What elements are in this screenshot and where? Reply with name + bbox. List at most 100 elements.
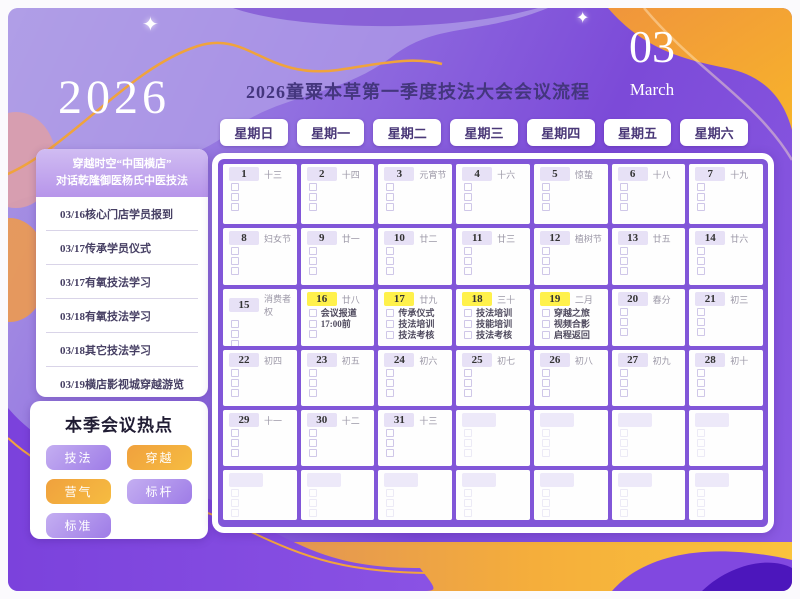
checkbox[interactable] xyxy=(231,193,239,201)
calendar-cell[interactable]: 7 十九 xyxy=(689,164,763,224)
checkbox[interactable] xyxy=(308,429,317,437)
calendar-cell[interactable]: 10 廿二 xyxy=(378,228,453,285)
calendar-cell[interactable]: 1 十三 xyxy=(223,164,297,224)
checkbox[interactable] xyxy=(231,320,239,328)
checkbox[interactable] xyxy=(619,439,628,447)
checkbox[interactable] xyxy=(308,257,317,265)
checkbox[interactable] xyxy=(697,499,706,507)
checkbox[interactable] xyxy=(231,449,239,457)
checkbox[interactable] xyxy=(386,389,395,397)
checkbox[interactable] xyxy=(386,267,395,275)
checkbox[interactable] xyxy=(464,203,473,211)
calendar-cell[interactable]: 18 三十 技法培训 技能培训 技法考核 xyxy=(456,289,530,346)
calendar-cell[interactable]: 15 消费者权 xyxy=(223,289,297,346)
checkbox[interactable] xyxy=(386,308,395,317)
checkbox[interactable] xyxy=(308,203,317,211)
calendar-cell[interactable] xyxy=(533,410,608,466)
calendar-cell[interactable] xyxy=(689,410,763,466)
checkbox[interactable] xyxy=(231,499,239,507)
checkbox[interactable] xyxy=(308,499,317,507)
checkbox[interactable] xyxy=(541,499,550,507)
checkbox[interactable] xyxy=(619,328,628,336)
checkbox[interactable] xyxy=(386,330,395,339)
checkbox[interactable] xyxy=(308,509,317,517)
checkbox[interactable] xyxy=(386,257,395,265)
checkbox[interactable] xyxy=(619,203,628,211)
checkbox[interactable] xyxy=(541,429,550,437)
calendar-cell[interactable]: 13 廿五 xyxy=(611,228,686,285)
checkbox[interactable] xyxy=(541,379,550,387)
checkbox[interactable] xyxy=(231,183,239,191)
checkbox[interactable] xyxy=(619,369,628,377)
calendar-cell[interactable]: 14 廿六 xyxy=(689,228,763,285)
checkbox[interactable] xyxy=(697,379,706,387)
checkbox[interactable] xyxy=(308,439,317,447)
checkbox[interactable] xyxy=(386,183,395,191)
checkbox[interactable] xyxy=(541,330,550,339)
checkbox[interactable] xyxy=(464,429,473,437)
checkbox[interactable] xyxy=(697,257,706,265)
checkbox[interactable] xyxy=(619,429,628,437)
checkbox[interactable] xyxy=(619,257,628,265)
checkbox[interactable] xyxy=(541,509,550,517)
checkbox[interactable] xyxy=(386,449,395,457)
checkbox[interactable] xyxy=(231,439,239,447)
calendar-cell[interactable] xyxy=(611,470,686,520)
checkbox[interactable] xyxy=(231,509,239,517)
checkbox[interactable] xyxy=(619,499,628,507)
checkbox[interactable] xyxy=(619,183,628,191)
checkbox[interactable] xyxy=(541,267,550,275)
checkbox[interactable] xyxy=(464,319,473,328)
checkbox[interactable] xyxy=(697,328,706,336)
topic-tag[interactable]: 标准 xyxy=(46,513,111,538)
checkbox[interactable] xyxy=(464,267,473,275)
checkbox[interactable] xyxy=(464,193,473,201)
checkbox[interactable] xyxy=(308,379,317,387)
checkbox[interactable] xyxy=(697,449,706,457)
checkbox[interactable] xyxy=(619,318,628,326)
checkbox[interactable] xyxy=(697,267,706,275)
checkbox[interactable] xyxy=(697,389,706,397)
weekday-header[interactable]: 星期三 xyxy=(450,119,518,146)
calendar-cell[interactable]: 24 初六 xyxy=(378,350,453,406)
checkbox[interactable] xyxy=(386,509,395,517)
calendar-cell[interactable]: 23 初五 xyxy=(300,350,375,406)
calendar-cell[interactable] xyxy=(456,470,530,520)
checkbox[interactable] xyxy=(541,449,550,457)
checkbox[interactable] xyxy=(308,267,317,275)
calendar-cell[interactable]: 26 初八 xyxy=(533,350,608,406)
checkbox[interactable] xyxy=(386,369,395,377)
calendar-cell[interactable] xyxy=(378,470,453,520)
checkbox[interactable] xyxy=(308,330,317,338)
topic-tag[interactable]: 穿越 xyxy=(127,445,192,470)
checkbox[interactable] xyxy=(541,193,550,201)
topic-tag[interactable]: 技法 xyxy=(46,445,111,470)
checkbox[interactable] xyxy=(697,318,706,326)
checkbox[interactable] xyxy=(464,247,473,255)
checkbox[interactable] xyxy=(619,449,628,457)
checkbox[interactable] xyxy=(619,389,628,397)
calendar-cell[interactable]: 9 廿一 xyxy=(300,228,375,285)
checkbox[interactable] xyxy=(231,203,239,211)
topic-tag[interactable]: 营气 xyxy=(46,479,111,504)
checkbox[interactable] xyxy=(231,379,239,387)
checkbox[interactable] xyxy=(619,308,628,316)
calendar-cell[interactable]: 6 十八 xyxy=(611,164,686,224)
calendar-cell[interactable]: 29 十一 xyxy=(223,410,297,466)
checkbox[interactable] xyxy=(464,489,473,497)
checkbox[interactable] xyxy=(308,319,317,328)
weekday-header[interactable]: 星期五 xyxy=(603,119,672,146)
checkbox[interactable] xyxy=(464,183,473,191)
calendar-cell[interactable]: 27 初九 xyxy=(611,350,686,406)
checkbox[interactable] xyxy=(697,509,706,517)
weekday-header[interactable]: 星期一 xyxy=(296,119,365,146)
checkbox[interactable] xyxy=(464,499,473,507)
checkbox[interactable] xyxy=(464,257,473,265)
calendar-cell[interactable] xyxy=(300,470,375,520)
checkbox[interactable] xyxy=(386,379,395,387)
checkbox[interactable] xyxy=(619,379,628,387)
calendar-cell[interactable]: 16 廿八 会议报道 17:00前 xyxy=(300,289,375,346)
checkbox[interactable] xyxy=(308,489,317,497)
checkbox[interactable] xyxy=(619,509,628,517)
checkbox[interactable] xyxy=(464,330,473,339)
